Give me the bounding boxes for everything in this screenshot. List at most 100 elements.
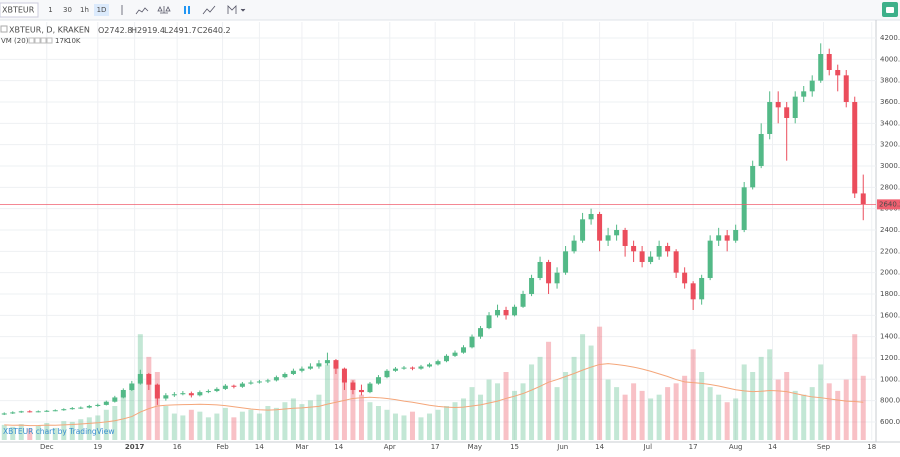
- volume-bar: [486, 379, 492, 440]
- indicator-icon[interactable]: [184, 6, 190, 14]
- volume-bar: [503, 372, 509, 440]
- dropdown-icon[interactable]: [240, 8, 246, 12]
- volume-bar: [580, 334, 586, 440]
- candle-body: [188, 393, 194, 396]
- candle-body: [265, 380, 271, 382]
- volume-bar: [495, 383, 501, 440]
- draw-icon[interactable]: [227, 5, 237, 14]
- volume-bar: [341, 372, 347, 440]
- candle-body: [392, 368, 398, 371]
- volume-bar: [358, 394, 364, 440]
- candle-body: [707, 240, 713, 278]
- ohlc-letter: O: [98, 26, 104, 35]
- interval[interactable]: 1D: [97, 6, 107, 14]
- candle-body: [248, 382, 254, 384]
- x-tick-label: Feb: [216, 443, 229, 451]
- volume-bar: [818, 364, 824, 440]
- study-icon[interactable]: [202, 5, 216, 15]
- y-tick-label: 2000.0: [880, 269, 900, 277]
- candle-body: [103, 401, 109, 405]
- volume-bar: [809, 387, 815, 440]
- volume-bar: [767, 349, 773, 440]
- candle-body: [775, 101, 781, 108]
- volume-bar: [52, 427, 58, 440]
- x-tick-label: Jul: [643, 443, 653, 451]
- candle-body: [733, 229, 739, 241]
- candle-body: [588, 213, 594, 220]
- interval[interactable]: 30: [63, 6, 72, 14]
- x-tick-label: 14: [334, 443, 343, 451]
- interval[interactable]: 1: [48, 6, 52, 14]
- tool-icons: [121, 5, 246, 15]
- symbol-box[interactable]: [0, 2, 39, 18]
- volume-bar: [290, 398, 296, 440]
- volume-bar: [426, 413, 432, 440]
- volume-bar: [673, 383, 679, 440]
- candle-body: [163, 395, 169, 399]
- candle-body: [520, 293, 526, 307]
- candle-body: [478, 328, 484, 337]
- ohlc-letter: C: [197, 26, 203, 35]
- volume-bar: [690, 349, 696, 440]
- candle-body: [546, 261, 552, 284]
- volume-bar: [239, 411, 245, 440]
- candle-body: [154, 384, 160, 399]
- candle-body: [486, 315, 492, 329]
- volume-bar: [741, 364, 747, 440]
- candle-body: [61, 409, 67, 411]
- volume-bar: [588, 345, 594, 440]
- x-tick-label: 17: [689, 443, 698, 451]
- candle-body: [367, 383, 373, 393]
- candle-body: [580, 219, 586, 241]
- volume-bar: [146, 356, 152, 440]
- candle-body: [290, 370, 296, 374]
- legend-button: [40, 37, 47, 44]
- candle-body: [622, 229, 628, 246]
- y-tick-label: 1800.0: [880, 290, 900, 298]
- candle-body: [767, 101, 773, 134]
- volume-bar: [231, 417, 237, 440]
- candle-body: [809, 80, 815, 92]
- candle-body: [282, 373, 288, 378]
- y-tick-label: 4200.0: [880, 34, 900, 42]
- volume-bar: [44, 423, 50, 440]
- candle-body: [324, 360, 330, 364]
- volume-bar: [461, 398, 467, 440]
- volume-bar: [78, 419, 84, 440]
- candle-body: [801, 91, 807, 97]
- volume-bar: [699, 372, 705, 440]
- candle-body: [818, 53, 824, 81]
- y-tick-label: 3800.0: [880, 77, 900, 85]
- candle-body: [631, 245, 637, 252]
- volume-bar: [554, 387, 560, 440]
- interval-group: 1 30 1h 1D: [48, 4, 109, 16]
- candle-body: [27, 411, 33, 413]
- volume-bar: [801, 394, 807, 440]
- volume-bar: [27, 428, 33, 440]
- ohlc-value: 2491.7: [168, 26, 196, 35]
- chart-style-icon[interactable]: [135, 7, 149, 15]
- volume-bar: [103, 409, 109, 440]
- volume-bar: [129, 383, 135, 440]
- interval[interactable]: 1h: [80, 6, 89, 14]
- legend-ohlc: O2742.8: [98, 26, 132, 35]
- candle-body: [137, 373, 143, 384]
- candle-body: [614, 229, 620, 236]
- volume-bar: [197, 411, 203, 440]
- candle-body: [537, 261, 543, 278]
- compare-icon[interactable]: [157, 6, 171, 14]
- candle-body: [682, 272, 688, 284]
- candle-body: [231, 385, 237, 387]
- volume-bar: [843, 379, 849, 440]
- volume-bar: [112, 406, 118, 440]
- x-tick-label: 2017: [125, 443, 145, 451]
- x-tick-label: Jun: [556, 443, 568, 451]
- volume-bar: [392, 413, 398, 440]
- x-tick-label: 15: [510, 443, 519, 451]
- volume-bar: [35, 425, 41, 440]
- camera-icon: [886, 7, 894, 13]
- candle-body: [860, 193, 866, 205]
- candle-body: [673, 251, 679, 273]
- candle-body: [665, 245, 671, 252]
